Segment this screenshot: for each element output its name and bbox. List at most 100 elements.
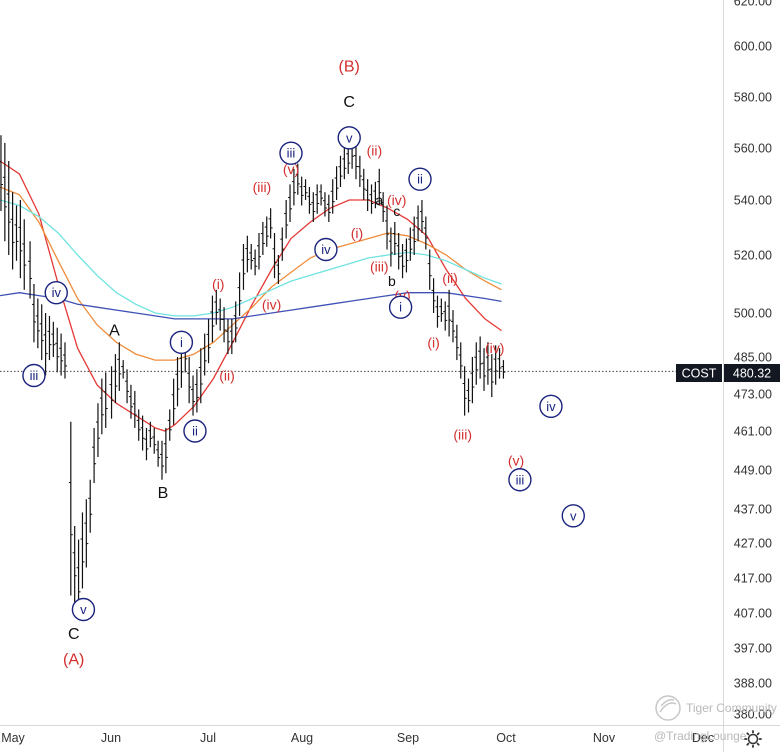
price-bar	[326, 194, 331, 222]
price-bar	[191, 375, 196, 416]
wave-label: (iii)	[253, 179, 272, 195]
circled-wave-label: iii	[279, 141, 303, 165]
price-bar	[443, 301, 448, 331]
price-bar	[474, 342, 479, 385]
price-tick-label: 407.00	[734, 607, 772, 621]
svg-text:i: i	[399, 300, 402, 315]
price-bar	[35, 298, 40, 349]
price-bar	[144, 427, 149, 461]
last-price-box	[724, 364, 780, 382]
time-tick-label: Jul	[200, 731, 216, 745]
price-bar	[163, 427, 168, 474]
wave-label: C	[343, 94, 355, 111]
time-tick-label: May	[1, 731, 25, 745]
svg-text:(v): (v)	[508, 452, 524, 468]
price-bar	[72, 526, 77, 603]
price-bar	[381, 192, 386, 222]
wave-label: (iv)	[387, 192, 406, 208]
tiger-logo-stripes	[659, 698, 677, 713]
price-bar	[159, 440, 164, 480]
price-bar	[489, 354, 494, 398]
price-bar	[412, 216, 417, 255]
moving-average-line	[0, 186, 502, 361]
price-bar	[365, 179, 370, 211]
wave-label: C	[68, 626, 80, 643]
price-bar	[6, 161, 11, 255]
price-bar	[307, 187, 312, 214]
wave-label: (i)	[351, 225, 363, 241]
price-bar	[408, 227, 413, 261]
svg-text:(v): (v)	[283, 161, 299, 177]
moving-average-line	[0, 199, 502, 317]
settings-gear-icon[interactable]	[744, 730, 762, 748]
price-bar	[117, 342, 122, 391]
price-bar	[450, 310, 455, 343]
svg-text:(ii): (ii)	[442, 270, 458, 286]
price-tick-label: 600.00	[734, 40, 772, 54]
price-bar	[99, 378, 104, 435]
price-bar	[156, 440, 161, 467]
price-bar	[206, 318, 211, 364]
watermark: Tiger Community @TradingLounge	[654, 695, 777, 743]
svg-text:(A): (A)	[63, 652, 84, 669]
watermark-handle: @TradingLounge	[654, 729, 747, 743]
watermark-brand: Tiger Community	[686, 701, 777, 715]
price-bar	[416, 205, 421, 242]
price-bar	[501, 360, 506, 379]
price-bar	[109, 366, 114, 419]
time-tick-label: Oct	[496, 731, 516, 745]
price-bar	[303, 179, 308, 200]
price-bar	[419, 200, 424, 233]
price-bar	[0, 135, 3, 211]
price-bar	[338, 155, 343, 187]
price-bar	[427, 249, 432, 290]
price-bar	[497, 348, 502, 379]
price-tick-label: 437.00	[734, 503, 772, 517]
price-bar	[377, 168, 382, 206]
price-bar	[334, 166, 339, 200]
symbol-tag-box	[676, 364, 722, 382]
price-bar	[280, 227, 285, 261]
svg-text:iii: iii	[287, 146, 296, 161]
svg-text:v: v	[570, 508, 577, 523]
price-bar	[388, 227, 393, 267]
circled-wave-label: iv	[539, 394, 563, 419]
price-bar	[233, 301, 238, 343]
price-bar	[299, 176, 304, 206]
price-bar	[288, 184, 293, 222]
price-bar	[322, 192, 327, 217]
wave-label: c	[393, 203, 400, 219]
svg-text:i: i	[180, 335, 183, 350]
price-bar	[268, 208, 273, 239]
price-tick-label: 388.00	[734, 677, 772, 691]
price-bar	[454, 324, 459, 361]
price-bar	[485, 342, 490, 385]
price-bar	[260, 222, 265, 255]
wave-label: (ii)	[219, 368, 235, 384]
price-bar	[121, 360, 126, 379]
price-bar	[136, 409, 141, 441]
price-bar	[43, 313, 48, 376]
price-bar	[462, 366, 467, 416]
price-bar	[245, 235, 250, 273]
circled-wave-label: iv	[44, 281, 68, 305]
price-axis[interactable]: 620.00 600.00 580.00 560.00 540.00 520.00 500.…	[734, 0, 772, 722]
time-axis[interactable]: May Jun Jul Aug Sep Oct Nov Dec	[1, 731, 714, 745]
circled-wave-label: iii	[508, 468, 532, 492]
svg-text:(iii): (iii)	[453, 426, 472, 442]
svg-text:iii: iii	[516, 472, 525, 487]
circled-wave-label: iii	[22, 363, 46, 388]
price-bar	[39, 304, 44, 361]
circled-wave-label: v	[561, 504, 585, 528]
svg-text:b: b	[388, 273, 396, 289]
wave-label: B	[158, 485, 169, 502]
price-tick-label: 397.00	[734, 642, 772, 656]
wave-label: (v)	[283, 161, 299, 177]
price-bar	[210, 295, 215, 343]
svg-text:(ii): (ii)	[367, 143, 383, 159]
price-bar	[88, 479, 93, 533]
svg-text:a: a	[375, 192, 383, 208]
price-bar	[95, 403, 100, 457]
price-tick-label: 560.00	[734, 142, 772, 156]
